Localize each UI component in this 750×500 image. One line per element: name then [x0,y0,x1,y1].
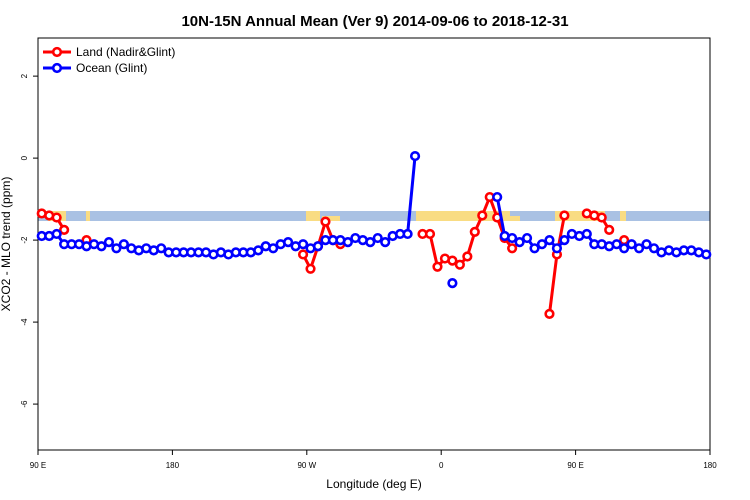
data-point [596,212,607,223]
data-point [521,232,533,244]
data-point [447,255,458,266]
data-point [477,210,488,221]
x-tick-label: 0 [439,461,444,470]
data-point [559,210,570,221]
data-point [581,228,592,240]
data-point [469,226,480,238]
data-point [402,228,413,240]
data-point [507,243,518,254]
legend-marker [51,62,63,74]
data-point [648,243,660,254]
data-point [619,243,630,254]
band-land [555,211,605,221]
data-point [283,237,294,248]
data-point [380,237,391,248]
data-point [462,251,473,262]
data-point [51,212,62,223]
band-land [416,211,510,221]
data-point [544,235,555,246]
data-point [641,239,652,250]
data-point [536,239,548,250]
data-point [320,216,331,227]
data-point [514,237,525,248]
chart-title: 10N-15N Annual Mean (Ver 9) 2014-09-06 t… [181,13,568,30]
data-point [111,243,122,254]
data-point [312,241,324,252]
x-tick-label: 90 E [30,461,46,470]
data-point [253,245,264,256]
data-point [305,263,316,274]
legend: Land (Nadir&Glint) Ocean (Glint) [43,45,175,75]
x-axis-label: Longitude (deg E) [326,477,421,491]
y-tick-label: -6 [20,400,29,408]
y-tick-label: 0 [20,155,29,160]
data-point [544,308,555,319]
data-point [611,239,622,250]
data-point [701,249,712,260]
data-point [342,237,353,248]
coverage-band [38,211,710,221]
data-point [447,278,458,289]
data-point [96,241,107,252]
band-land [86,211,90,221]
data-point [492,191,503,203]
data-point [118,239,129,250]
data-point [268,243,279,254]
data-point [432,261,443,272]
data-point [604,224,615,235]
y-axis-label: XCO2 - MLO trend (ppm) [0,177,13,312]
data-point [633,243,645,254]
legend-marker [51,46,63,58]
data-point [297,239,309,250]
data-point [103,237,115,248]
band-land [510,216,520,221]
y-tick-label: -2 [20,236,29,244]
plot-frame [37,37,711,451]
band-land [620,211,626,221]
legend-label: Ocean (Glint) [76,61,147,75]
data-point [424,228,436,240]
band-land [322,216,340,221]
data-point [51,228,62,240]
data-point [365,237,376,248]
data-point [372,232,383,244]
x-tick-label: 90 W [297,461,316,470]
x-tick-label: 90 E [567,461,583,470]
band-land [306,211,320,221]
legend-label: Land (Nadir&Glint) [76,45,175,59]
data-point [551,243,563,254]
data-point [626,239,637,250]
data-point [454,259,465,270]
data-point [529,243,540,254]
data-point [297,249,309,260]
band-ocean [38,211,710,221]
x-tick-label: 180 [166,461,180,470]
data-point [507,232,518,244]
data-point [156,243,167,254]
y-tick-label: -4 [20,318,29,326]
data-point [409,150,421,162]
data-point [59,224,70,235]
data-point [559,235,570,246]
y-tick-label: 2 [20,73,29,78]
x-tick-label: 180 [703,461,717,470]
